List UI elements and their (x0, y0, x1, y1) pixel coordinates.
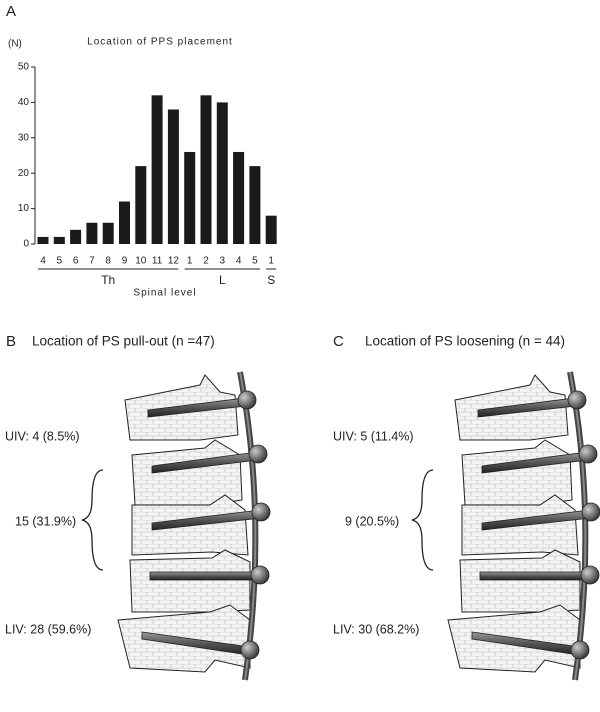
x-tick-label: 5 (252, 256, 258, 267)
group-label: Th (101, 273, 115, 287)
x-tick-label: 12 (168, 256, 180, 267)
uiv-label: UIV: 4 (8.5%) (5, 429, 80, 443)
bar (135, 166, 147, 244)
bar (167, 109, 179, 244)
x-tick-label: 3 (220, 256, 226, 267)
liv-label: LIV: 28 (59.6%) (5, 622, 91, 636)
panel-label: A (6, 3, 16, 20)
y-tick-label: 10 (18, 203, 30, 214)
group-label: S (267, 273, 275, 287)
panel-c: C Location of PS loosening (n = 44) UIV:… (333, 333, 600, 680)
panel-title: Location of PS loosening (n = 44) (365, 334, 565, 349)
panel-label: C (333, 333, 344, 350)
bar (200, 95, 212, 244)
chart-title: Location of PPS placement (87, 37, 233, 48)
bar (53, 236, 65, 244)
y-tick-label: 20 (18, 168, 30, 179)
x-tick-label: 8 (105, 256, 111, 267)
x-tick-label: 6 (73, 256, 79, 267)
panel-title: Location of PS pull-out (n =47) (32, 334, 215, 349)
bar (216, 102, 228, 245)
bar (151, 95, 163, 244)
bar (119, 201, 130, 244)
spine-illustration (412, 372, 600, 680)
bar (86, 222, 98, 244)
bar (233, 151, 245, 244)
x-tick-label: 10 (135, 256, 147, 267)
x-axis-label: Spinal level (133, 288, 196, 299)
bar (249, 166, 261, 244)
x-tick-label: 7 (89, 256, 95, 267)
bar (102, 222, 114, 244)
uiv-label: UIV: 5 (11.4%) (333, 429, 414, 443)
panel-b: B Location of PS pull-out (n =47) UIV: 4… (5, 333, 270, 680)
x-tick-label: 2 (203, 256, 209, 267)
liv-label: LIV: 30 (68.2%) (333, 622, 419, 636)
y-tick-label: 30 (18, 132, 30, 143)
x-tick-label: 4 (40, 256, 46, 267)
x-tick-label: 1 (268, 256, 274, 267)
bar (37, 236, 49, 244)
x-tick-label: 11 (152, 256, 163, 267)
bar (265, 215, 277, 244)
y-tick-label: 50 (18, 62, 30, 73)
group-label: L (219, 273, 226, 287)
bar (184, 151, 196, 244)
middle-label: 9 (20.5%) (345, 514, 399, 528)
x-tick-label: 1 (187, 256, 193, 267)
y-tick-label: 40 (18, 97, 30, 108)
bar (70, 229, 82, 244)
x-tick-label: 5 (57, 256, 63, 267)
x-tick-label: 9 (122, 256, 128, 267)
y-unit: (N) (8, 39, 22, 50)
y-tick-label: 0 (23, 239, 29, 250)
spine-illustration (82, 372, 270, 680)
middle-label: 15 (31.9%) (15, 514, 76, 528)
x-tick-label: 4 (236, 256, 242, 267)
panel-label: B (6, 333, 16, 350)
